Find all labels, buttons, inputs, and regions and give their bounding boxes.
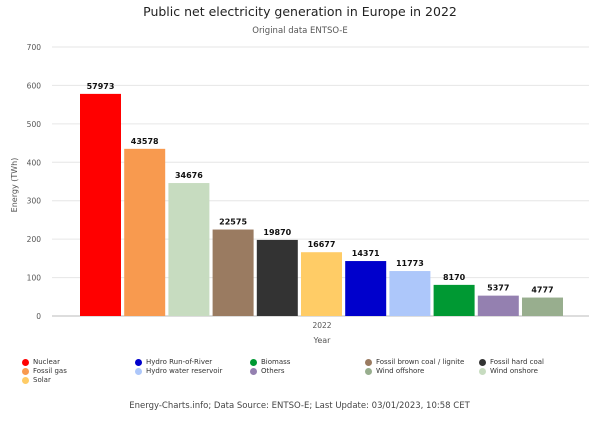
bar-wind-offshore[interactable] [522, 297, 563, 316]
data-label: 11773 [396, 259, 424, 268]
legend-item-wind-offshore[interactable]: Wind offshore [365, 367, 424, 375]
y-tick-label: 300 [27, 197, 42, 206]
legend-marker [479, 367, 486, 375]
legend-label: Others [261, 367, 285, 375]
y-axis-ticks: 0 100 200 300 400 500 600 700 [27, 43, 42, 321]
legend-item-others[interactable]: Others [250, 367, 285, 375]
bar-wind-onshore[interactable] [168, 183, 210, 316]
legend-label: Solar [33, 376, 51, 384]
y-tick-label: 0 [36, 312, 41, 321]
x-tick-label: 2022 [312, 321, 331, 330]
y-tick-label: 700 [27, 43, 42, 52]
legend-marker [479, 358, 486, 366]
data-label: 57973 [87, 82, 115, 91]
legend-label: Fossil hard coal [490, 358, 544, 366]
y-tick-label: 500 [27, 120, 42, 129]
y-axis-label: Energy (TWh) [10, 158, 19, 213]
data-label: 19870 [263, 228, 291, 237]
bar-fossil-hard-coal[interactable] [256, 239, 298, 316]
x-axis-label: Year [313, 336, 332, 345]
bar-hydro-water-reservoir[interactable] [389, 271, 431, 316]
legend-item-hydro-water-reservoir[interactable]: Hydro water reservoir [135, 367, 222, 375]
legend-label: Hydro Run-of-River [146, 358, 213, 366]
legend-label: Hydro water reservoir [146, 367, 223, 375]
data-label: 16677 [308, 240, 336, 249]
data-label: 22575 [219, 218, 247, 227]
bar-biomass[interactable] [433, 284, 475, 316]
data-label: 43578 [131, 137, 159, 146]
legend-label: Nuclear [33, 358, 60, 366]
legend-item-hydro-run-of-river[interactable]: Hydro Run-of-River [135, 358, 212, 366]
y-tick-label: 100 [27, 274, 42, 283]
bar-fossil-gas[interactable] [124, 148, 166, 316]
legend-item-fossil-hard-coal[interactable]: Fossil hard coal [479, 358, 544, 366]
legend-item-fossil-gas[interactable]: Fossil gas [22, 367, 67, 375]
legend-label: Fossil brown coal / lignite [376, 358, 465, 366]
legend-marker [250, 367, 257, 375]
legend-label: Wind onshore [490, 367, 538, 375]
bar-others[interactable] [477, 295, 519, 316]
y-tick-label: 600 [27, 81, 42, 90]
bar-hydro-run-of-river[interactable] [345, 261, 387, 316]
legend-marker [365, 358, 372, 366]
legend-marker [135, 367, 142, 375]
bar-fossil-brown-coal-lignite[interactable] [212, 229, 254, 316]
legend-label: Biomass [261, 358, 291, 366]
legend-item-solar[interactable]: Solar [22, 376, 51, 384]
legend-marker [22, 376, 29, 384]
y-tick-label: 400 [27, 158, 42, 167]
legend-item-fossil-brown-coal-lignite[interactable]: Fossil brown coal / lignite [365, 358, 464, 366]
legend-marker [135, 358, 142, 366]
legend-marker [365, 367, 372, 375]
data-label: 14371 [352, 249, 380, 258]
chart-legend: Nuclear Fossil gas Solar Hydro Run-of-River… [22, 358, 592, 388]
data-labels: 57973 43578 34676 22575 19870 16677 14371 11773… [87, 82, 554, 295]
chart-title: Public net electricity generation in Eur… [143, 4, 457, 19]
legend-marker [22, 367, 29, 375]
bar-solar[interactable] [301, 252, 342, 316]
y-tick-label: 200 [27, 235, 42, 244]
legend-item-biomass[interactable]: Biomass [250, 358, 290, 366]
data-label: 5377 [487, 284, 509, 293]
chart-footer: Energy-Charts.info; Data Source: ENTSO-E… [129, 401, 470, 411]
chart-subtitle: Original data ENTSO-E [252, 26, 348, 36]
bar-nuclear[interactable] [80, 93, 121, 316]
bars [80, 93, 563, 316]
data-label: 8170 [443, 273, 466, 282]
legend-label: Wind offshore [376, 367, 425, 375]
bar-chart: Public net electricity generation in Eur… [10, 4, 589, 345]
legend-marker [250, 358, 257, 366]
data-label: 34676 [175, 171, 203, 180]
legend-marker [22, 358, 29, 366]
legend-item-wind-onshore[interactable]: Wind onshore [479, 367, 538, 375]
legend-item-nuclear[interactable]: Nuclear [22, 358, 60, 366]
data-label: 4777 [531, 286, 553, 295]
legend-label: Fossil gas [33, 367, 67, 375]
